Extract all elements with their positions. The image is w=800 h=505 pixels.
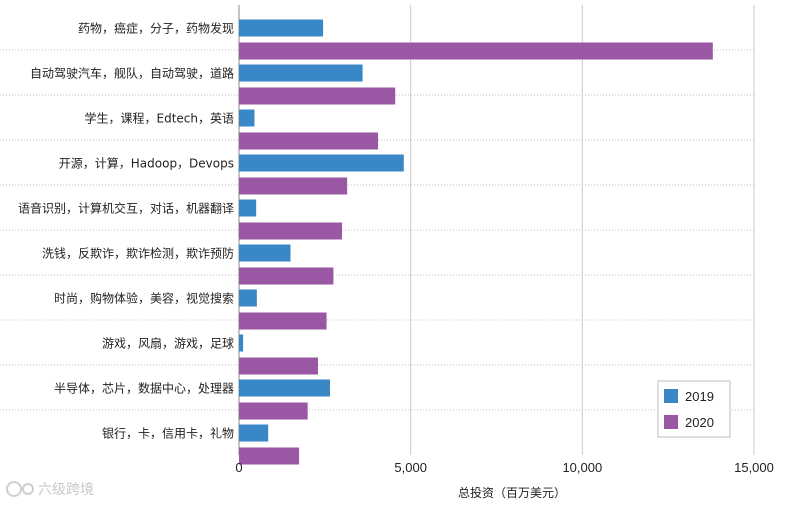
bar-2019 <box>239 424 269 442</box>
bar-2019 <box>239 109 255 127</box>
bar-2019 <box>239 289 257 307</box>
bar-2020 <box>239 177 348 195</box>
category-label: 洗钱，反欺诈，欺诈检测，欺诈预防 <box>42 246 234 261</box>
category-label: 半导体，芯片，数据中心，处理器 <box>54 381 234 396</box>
bar-2019 <box>239 64 363 82</box>
category-label: 游戏，风扇，游戏，足球 <box>102 336 234 351</box>
bar-2020 <box>239 222 342 240</box>
category-label: 自动驾驶汽车，舰队，自动驾驶，道路 <box>30 66 234 81</box>
bar-2020 <box>239 447 300 465</box>
legend: 2019 2020 <box>657 380 731 438</box>
bar-2019 <box>239 154 404 172</box>
watermark-text: 六级跨境 <box>38 482 94 498</box>
bar-2019 <box>239 379 330 397</box>
category-label: 时尚，购物体验，美容，视觉搜索 <box>54 291 234 306</box>
x-tick-label: 15,000 <box>734 460 774 475</box>
x-tick-label: 0 <box>235 460 242 475</box>
x-axis-title: 总投资（百万美元） <box>458 485 566 500</box>
legend-label-2020: 2020 <box>685 415 714 430</box>
x-tick-label: 5,000 <box>394 460 427 475</box>
category-label: 药物，癌症，分子，药物发现 <box>78 21 234 36</box>
x-tick-label: 10,000 <box>562 460 602 475</box>
bar-2019 <box>239 19 324 37</box>
bar-2019 <box>239 334 244 352</box>
watermark: 六级跨境 <box>6 481 94 498</box>
legend-label-2019: 2019 <box>685 389 714 404</box>
bar-2019 <box>239 199 257 217</box>
category-label: 银行，卡，信用卡，礼物 <box>102 426 234 441</box>
bars-layer <box>239 19 713 465</box>
bar-2019 <box>239 244 291 262</box>
x-tick-labels: 0 5,000 10,000 15,000 <box>235 460 774 475</box>
category-label: 语音识别，计算机交互，对话，机器翻译 <box>18 201 234 216</box>
category-label: 学生，课程，Edtech，英语 <box>85 111 235 126</box>
legend-swatch-2020 <box>664 415 678 429</box>
legend-swatch-2019 <box>664 389 678 403</box>
category-labels: 药物，癌症，分子，药物发现自动驾驶汽车，舰队，自动驾驶，道路学生，课程，Edte… <box>18 21 234 441</box>
bar-2020 <box>239 312 327 330</box>
bar-2020 <box>239 267 334 285</box>
watermark-logo-icon <box>6 481 34 497</box>
bar-2020 <box>239 357 318 375</box>
bar-2020 <box>239 402 308 420</box>
bar-2020 <box>239 42 713 60</box>
category-label: 开源，计算，Hadoop，Devops <box>59 156 234 171</box>
bar-2020 <box>239 132 379 150</box>
bar-2020 <box>239 87 396 105</box>
